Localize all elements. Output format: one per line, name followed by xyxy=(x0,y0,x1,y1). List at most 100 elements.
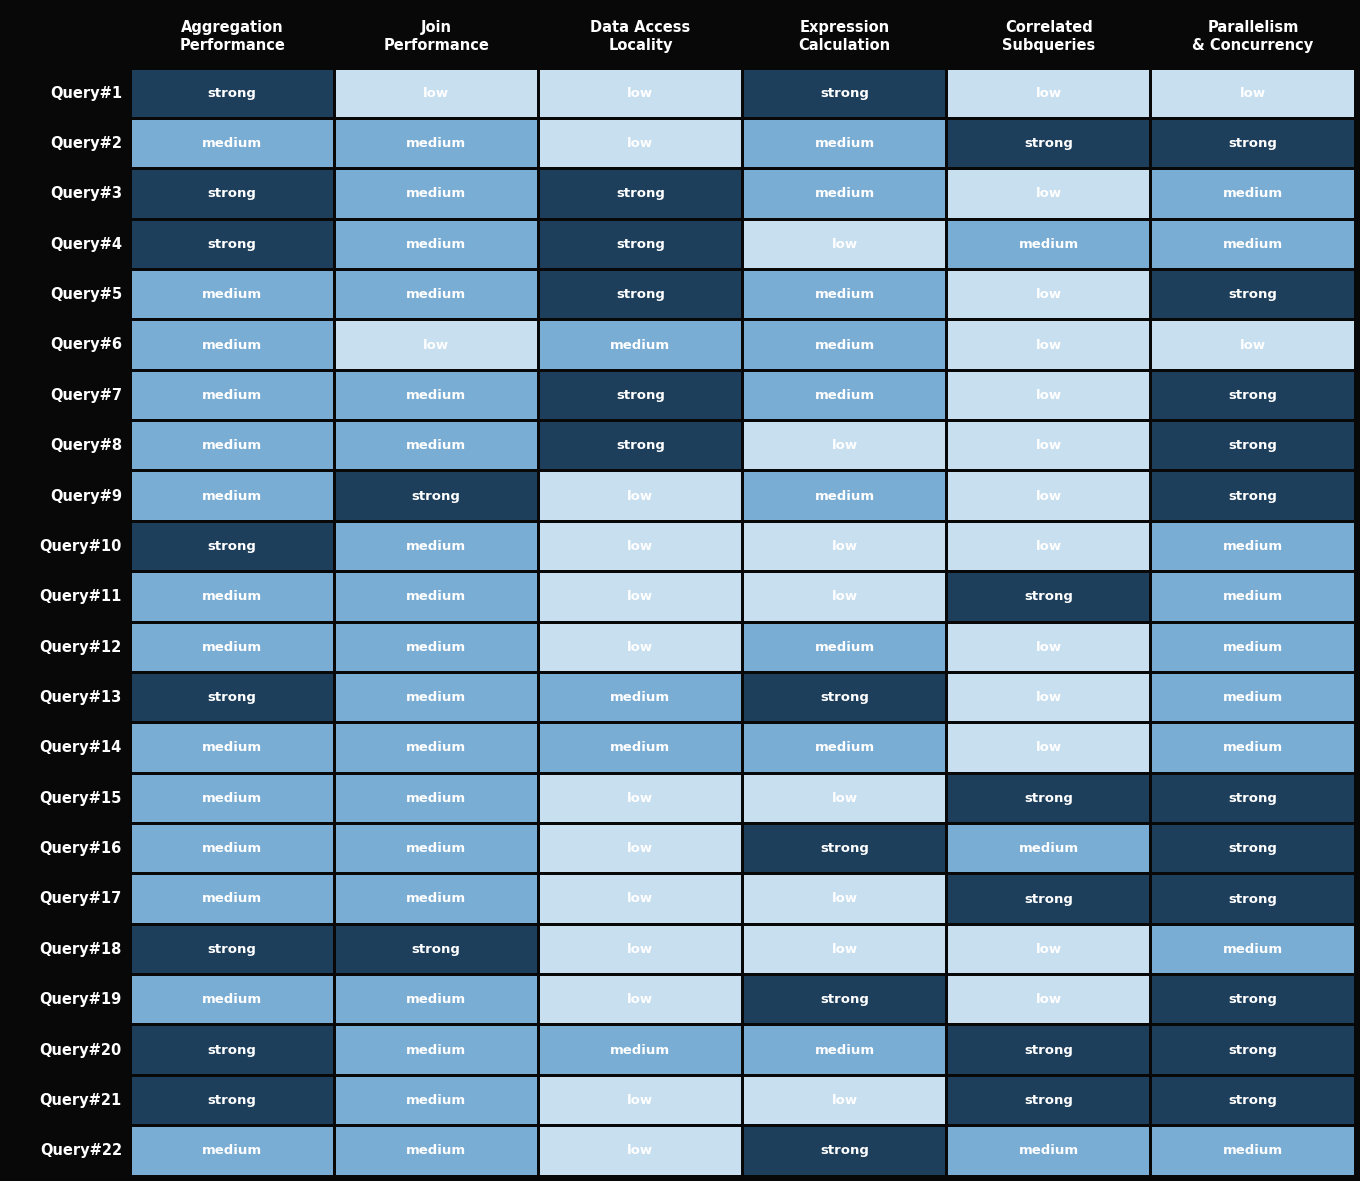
Text: medium: medium xyxy=(407,137,466,150)
Bar xyxy=(540,372,741,419)
Bar xyxy=(540,926,741,973)
Bar xyxy=(132,270,333,319)
Text: low: low xyxy=(1240,86,1266,99)
Bar xyxy=(132,1127,333,1174)
Bar xyxy=(540,775,741,822)
Bar xyxy=(540,170,741,217)
Text: low: low xyxy=(831,590,858,603)
Bar xyxy=(744,372,945,419)
Text: medium: medium xyxy=(203,288,262,301)
Text: strong: strong xyxy=(616,237,665,250)
Bar xyxy=(948,70,1149,117)
Bar xyxy=(336,321,537,368)
Text: medium: medium xyxy=(203,1144,262,1157)
Text: low: low xyxy=(627,842,653,855)
Text: strong: strong xyxy=(820,993,869,1006)
Text: medium: medium xyxy=(407,1144,466,1157)
Bar xyxy=(540,321,741,368)
Text: Query#15: Query#15 xyxy=(39,791,122,805)
Bar xyxy=(336,1127,537,1174)
Text: low: low xyxy=(627,942,653,955)
Bar xyxy=(1152,472,1353,520)
Bar xyxy=(1152,1026,1353,1074)
Text: Query#9: Query#9 xyxy=(50,489,122,503)
Bar xyxy=(540,70,741,117)
Bar xyxy=(948,826,1149,873)
Bar xyxy=(1152,826,1353,873)
Text: strong: strong xyxy=(1024,1044,1073,1057)
Bar xyxy=(744,624,945,671)
Text: low: low xyxy=(627,1144,653,1157)
Bar xyxy=(132,221,333,268)
Text: strong: strong xyxy=(1228,439,1277,452)
Text: low: low xyxy=(627,137,653,150)
Bar xyxy=(1152,674,1353,722)
Bar xyxy=(744,70,945,117)
Text: Query#6: Query#6 xyxy=(50,338,122,352)
Bar xyxy=(744,875,945,922)
Text: strong: strong xyxy=(1228,288,1277,301)
Bar xyxy=(1152,724,1353,771)
Bar xyxy=(132,926,333,973)
Text: medium: medium xyxy=(203,842,262,855)
Text: low: low xyxy=(627,640,653,653)
Text: low: low xyxy=(1036,188,1062,201)
Bar xyxy=(336,270,537,319)
Text: low: low xyxy=(1036,993,1062,1006)
Bar xyxy=(1152,70,1353,117)
Bar xyxy=(336,472,537,520)
Text: Correlated
Subqueries: Correlated Subqueries xyxy=(1002,20,1095,53)
Text: medium: medium xyxy=(203,893,262,906)
Bar xyxy=(540,472,741,520)
Text: strong: strong xyxy=(1228,1044,1277,1057)
Bar xyxy=(132,573,333,620)
Text: low: low xyxy=(1036,339,1062,352)
Text: medium: medium xyxy=(1223,237,1282,250)
Text: Query#14: Query#14 xyxy=(39,740,122,756)
Bar xyxy=(336,724,537,771)
Bar xyxy=(540,976,741,1024)
Text: low: low xyxy=(627,893,653,906)
Bar xyxy=(132,1077,333,1124)
Text: strong: strong xyxy=(820,691,869,704)
Text: Query#13: Query#13 xyxy=(39,690,122,705)
Bar xyxy=(336,372,537,419)
Text: strong: strong xyxy=(820,86,869,99)
Text: low: low xyxy=(627,590,653,603)
Bar xyxy=(1152,372,1353,419)
Text: low: low xyxy=(1036,742,1062,755)
Text: medium: medium xyxy=(203,389,262,402)
Text: medium: medium xyxy=(1019,1144,1078,1157)
Bar xyxy=(744,270,945,319)
Bar xyxy=(744,1026,945,1074)
Text: strong: strong xyxy=(1228,791,1277,804)
Bar xyxy=(540,523,741,570)
Text: Query#12: Query#12 xyxy=(39,640,122,654)
Text: strong: strong xyxy=(1024,893,1073,906)
Text: strong: strong xyxy=(616,188,665,201)
Text: medium: medium xyxy=(203,640,262,653)
Bar xyxy=(1152,775,1353,822)
Bar xyxy=(744,119,945,168)
Text: strong: strong xyxy=(208,1094,257,1107)
Bar xyxy=(336,1026,537,1074)
Bar xyxy=(132,624,333,671)
Bar xyxy=(336,221,537,268)
Bar xyxy=(948,221,1149,268)
Text: Query#17: Query#17 xyxy=(39,892,122,907)
Text: Aggregation
Performance: Aggregation Performance xyxy=(180,20,286,53)
Text: strong: strong xyxy=(1024,590,1073,603)
Bar xyxy=(336,170,537,217)
Bar xyxy=(948,775,1149,822)
Text: low: low xyxy=(627,490,653,503)
Bar xyxy=(336,976,537,1024)
Bar xyxy=(1152,221,1353,268)
Bar xyxy=(336,775,537,822)
Text: medium: medium xyxy=(203,590,262,603)
Bar xyxy=(948,472,1149,520)
Text: medium: medium xyxy=(407,540,466,553)
Bar xyxy=(948,1127,1149,1174)
Text: low: low xyxy=(627,86,653,99)
Text: low: low xyxy=(831,237,858,250)
Bar xyxy=(744,321,945,368)
